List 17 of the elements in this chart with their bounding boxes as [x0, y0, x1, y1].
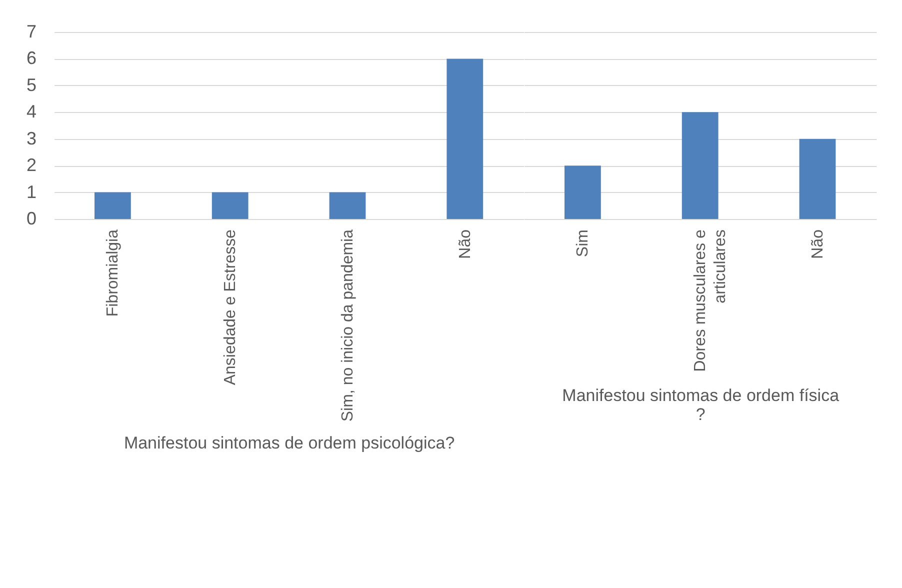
y-tick-label: 3: [26, 128, 36, 148]
x-tick-label: Sim, no inicio da pandemia: [340, 229, 356, 422]
x-tick-label: Não: [810, 229, 826, 259]
y-tick-label: 5: [26, 74, 36, 95]
y-tick-label: 6: [26, 48, 36, 68]
x-tick-label: Fibromialgia: [104, 229, 122, 317]
y-tick-label: 4: [26, 102, 36, 122]
y-tick-label: 0: [26, 208, 36, 228]
x-axis-title: Manifestou sintomas de ordem física ?: [562, 386, 840, 424]
y-tick-label: 7: [26, 22, 36, 42]
y-tick-label: 1: [26, 182, 36, 202]
x-tick-label: Sim: [574, 230, 592, 258]
x-tick-label: Ansiedade e Estresse: [222, 229, 240, 386]
x-tick-label: Não: [456, 229, 474, 259]
y-tick-label: 2: [26, 155, 36, 176]
x-axis-title: Manifestou sintomas de ordem psicológica?: [124, 434, 455, 452]
x-tick-label: Dores musculares e articulares: [692, 229, 730, 372]
